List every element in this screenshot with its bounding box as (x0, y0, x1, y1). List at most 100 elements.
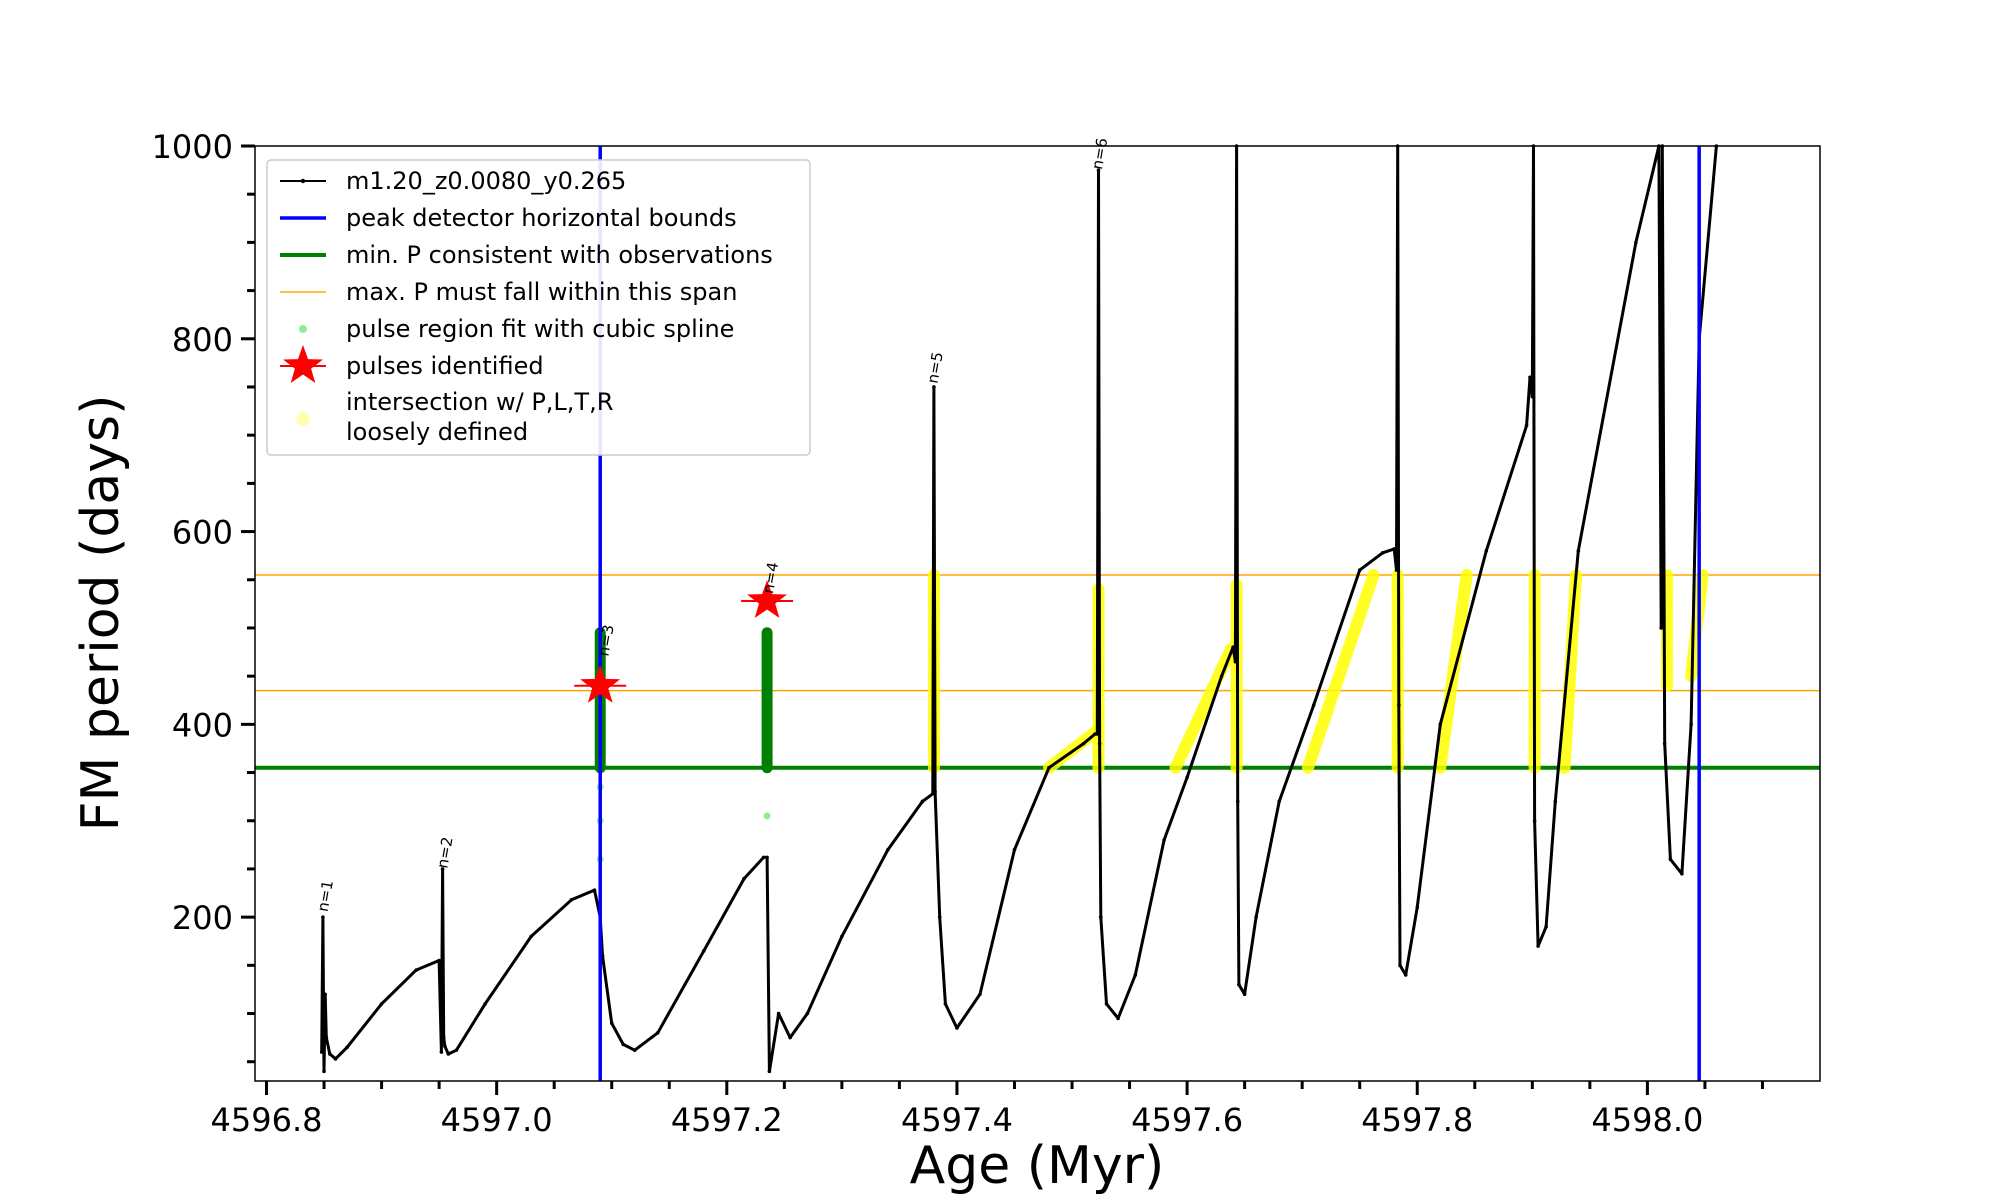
annotation-n3: n=3 (594, 623, 617, 657)
spline-point (763, 812, 771, 820)
series-point (1081, 741, 1086, 746)
x-tick-label: 4596.8 (211, 1101, 323, 1139)
series-point (1162, 838, 1166, 842)
series-point (327, 1052, 332, 1056)
legend-label-peak: peak detector horizontal bounds (346, 204, 737, 232)
series-point (1397, 703, 1401, 707)
series-point (1544, 924, 1548, 929)
annotation-n1: n=1 (314, 879, 337, 913)
series-point (321, 915, 325, 919)
legend-label-spline: pulse region fit with cubic spline (346, 315, 734, 343)
series-point (529, 934, 533, 939)
y-tick-label: 600 (172, 514, 233, 552)
x-axis: 4596.8 4597.0 4597.2 4597.4 4597.6 4597.8 4598… (211, 1081, 1764, 1139)
annotation-n5: n=5 (924, 351, 947, 385)
series-point (1231, 645, 1235, 650)
series-point (345, 1045, 349, 1050)
series-point (1242, 992, 1247, 997)
legend-label-inter-0: intersection w/ P,L,T,R (346, 388, 613, 416)
y-axis: 200 400 600 800 1000 (152, 128, 255, 1064)
series-point (379, 1002, 384, 1006)
series-point (1012, 847, 1017, 852)
series-point (454, 1048, 459, 1052)
series-point (323, 992, 327, 997)
series-point (324, 1035, 329, 1040)
series-point (632, 1048, 637, 1052)
series-point (1116, 1016, 1120, 1021)
series-point (1403, 973, 1408, 977)
series-point (1219, 674, 1224, 678)
series-point (1095, 732, 1100, 736)
series-point (333, 1057, 338, 1061)
series-point (1689, 722, 1693, 727)
series-point (788, 1035, 792, 1040)
series-point (776, 1011, 781, 1016)
y-axis-title: FM period (days) (71, 395, 131, 832)
legend-label-maxp: max. P must fall within this span (346, 278, 737, 306)
series-point (943, 1002, 948, 1006)
series-point (1104, 1002, 1109, 1006)
series-point (920, 799, 925, 804)
series-point (414, 968, 418, 972)
series-point (1662, 741, 1667, 746)
series-point (319, 1050, 324, 1054)
series-point (1235, 799, 1240, 804)
series-point (1392, 547, 1397, 551)
pulse-star-0 (580, 664, 621, 703)
plot-frame (254, 145, 1821, 1082)
series-point (1415, 905, 1420, 910)
series-point (1254, 915, 1258, 919)
series-point (765, 855, 769, 860)
annotation-n2: n=2 (433, 835, 456, 869)
legend-box (266, 159, 811, 456)
series-point (701, 949, 706, 953)
series-point (439, 1050, 444, 1054)
x-axis-title: Age (Myr) (910, 1136, 1165, 1196)
series-point (1634, 240, 1638, 245)
series-point (1576, 549, 1581, 553)
intersection-region-5 (1301, 568, 1380, 774)
series-point (1394, 568, 1399, 572)
legend-label-inter-1: loosely defined (346, 418, 528, 446)
series-point (937, 915, 942, 919)
series-point (767, 1069, 772, 1074)
series-point (742, 876, 746, 881)
x-tick-label: 4597.6 (1131, 1101, 1243, 1139)
series-point (621, 1042, 626, 1047)
legend-label-pulses: pulses identified (346, 352, 544, 380)
intersection-region-3 (1169, 643, 1237, 774)
series-point (1668, 857, 1673, 862)
pulse-star-1 (747, 580, 787, 618)
series-point (840, 934, 844, 939)
legend-handle-pulses-star (283, 345, 323, 383)
legend-handle-spline (299, 325, 307, 333)
series-point (443, 1044, 447, 1049)
pulse-markers (574, 580, 794, 703)
series-point (437, 958, 441, 963)
series-point (1553, 799, 1558, 804)
series-point (1659, 626, 1663, 630)
pulse-annotations: n=1 n=2 n=3 n=4 n=5 n=6 (314, 137, 1112, 913)
y-tick-label: 1000 (152, 128, 233, 166)
x-tick-label: 4598.0 (1591, 1101, 1703, 1139)
series-point (1484, 549, 1489, 553)
series-point (1185, 775, 1189, 780)
series-point (1233, 659, 1238, 664)
series-point (1524, 423, 1529, 428)
y-tick-label: 200 (172, 899, 233, 937)
series-point (483, 1002, 487, 1006)
series-point (1047, 765, 1051, 770)
series-point (1133, 973, 1138, 977)
series-point (932, 385, 936, 389)
series-point (440, 867, 445, 871)
legend-label-minp: min. P consistent with observations (346, 241, 773, 269)
series-point (1277, 799, 1281, 804)
series-point (1438, 722, 1443, 727)
series-point (955, 1026, 959, 1030)
series-point (441, 1035, 446, 1040)
x-tick-label: 4597.4 (901, 1101, 1013, 1139)
series-point (1530, 394, 1535, 399)
series-point (322, 1069, 326, 1074)
